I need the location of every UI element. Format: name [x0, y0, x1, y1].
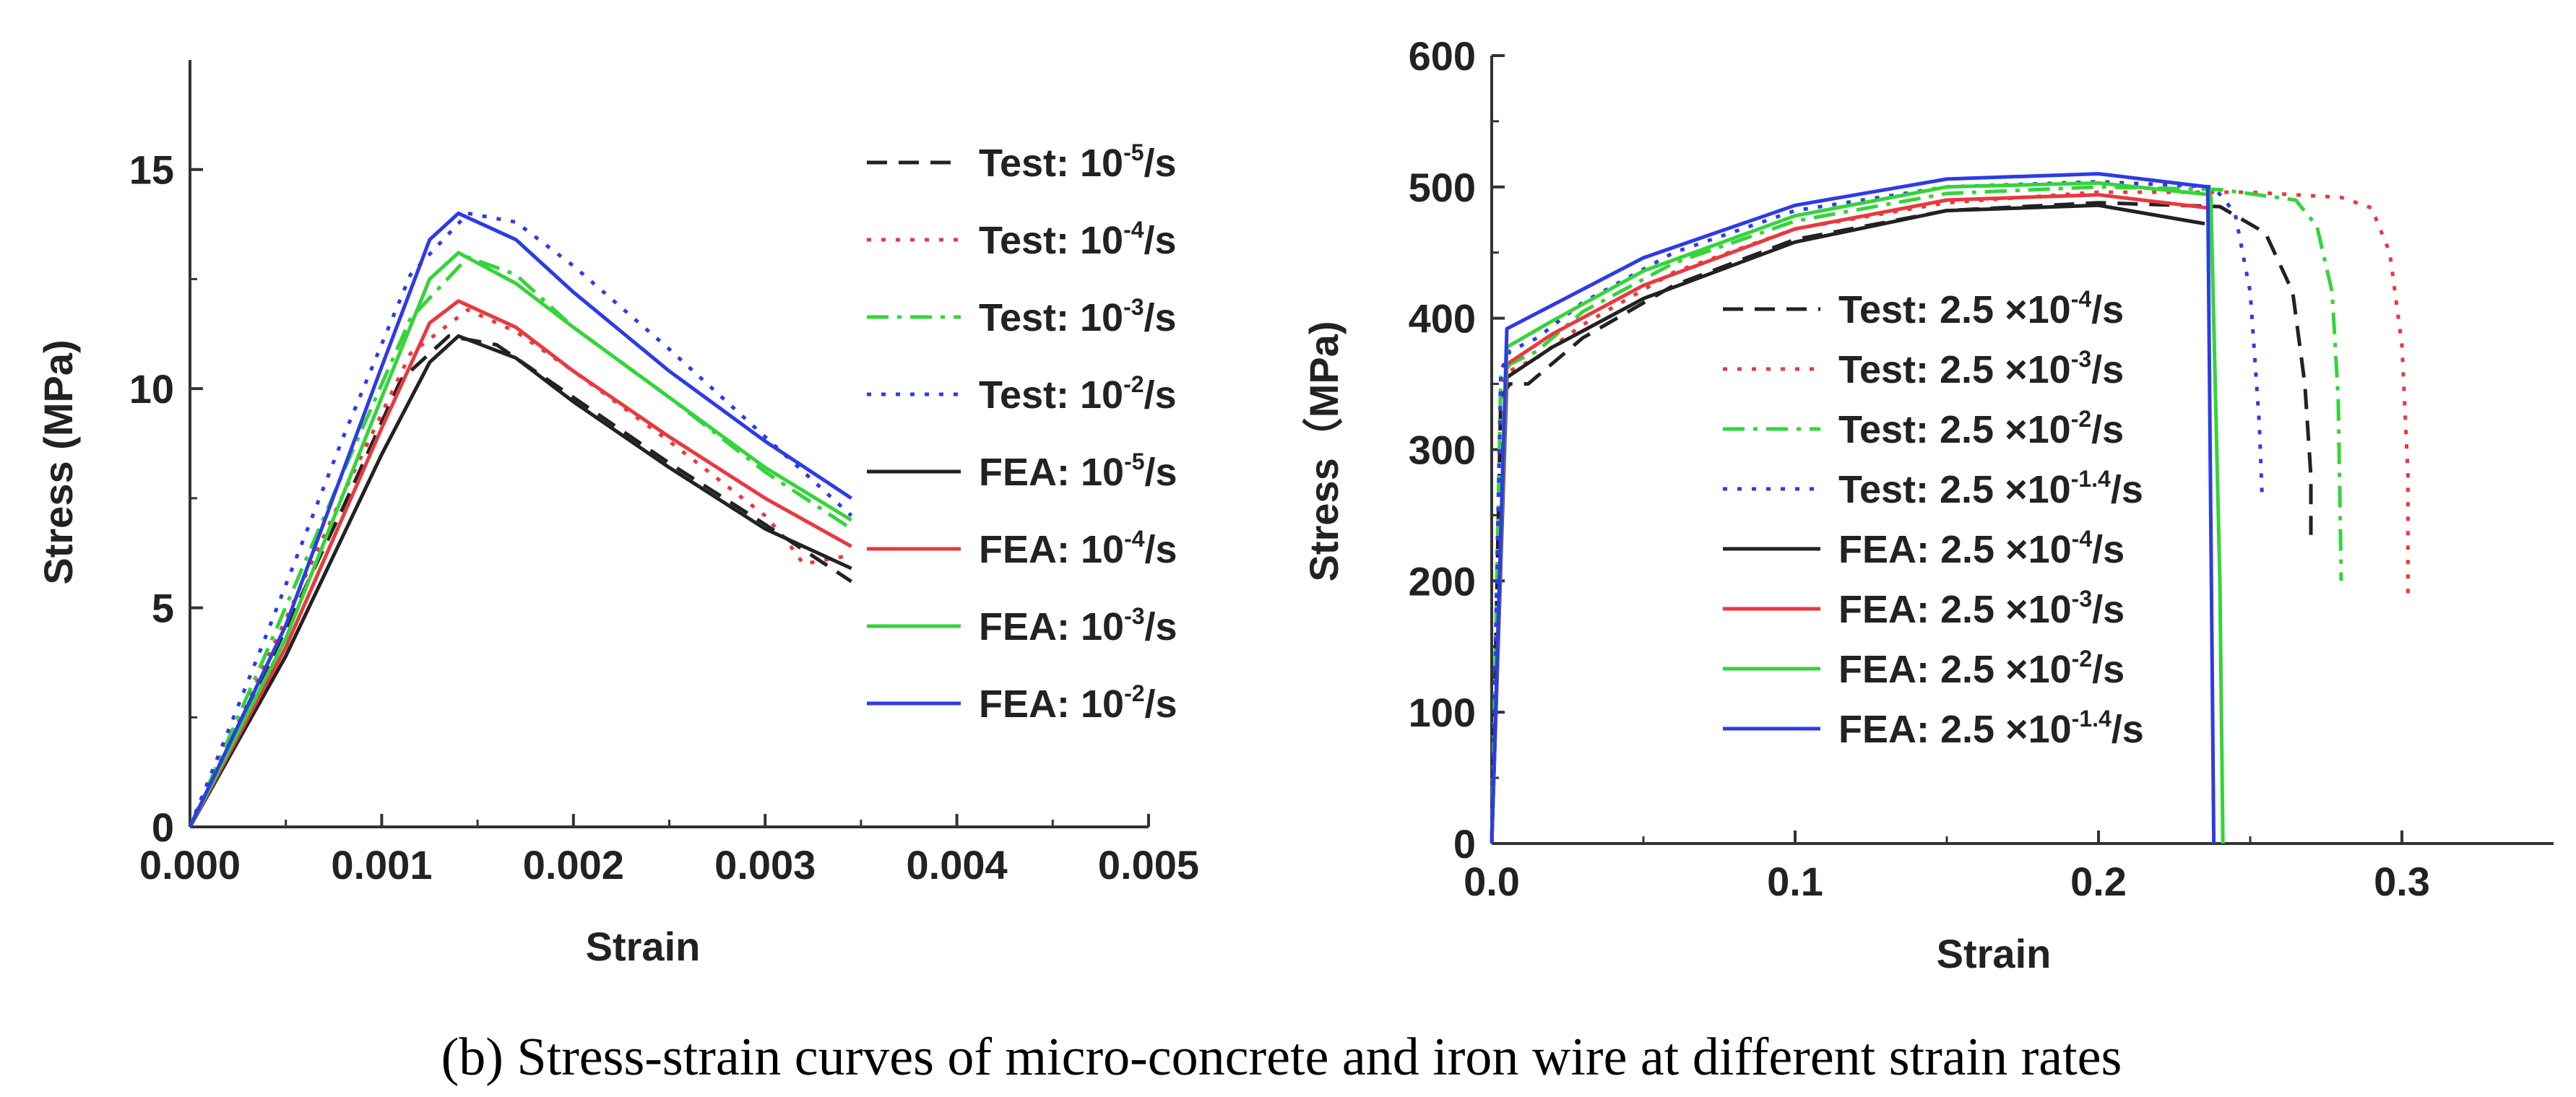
legend-label: Test: 2.5 ×10-1.4/s — [1838, 466, 2143, 511]
legend-label: FEA: 10-3/s — [979, 603, 1177, 649]
x-axis-title: Strain — [586, 924, 701, 969]
legend-label: Test: 10-4/s — [979, 217, 1177, 262]
legend-label: Test: 2.5 ×10-4/s — [1838, 286, 2124, 331]
series-line-7 — [188, 251, 852, 828]
legend-label: FEA: 10-4/s — [979, 526, 1177, 571]
series-line-3 — [188, 255, 852, 828]
legend-label: FEA: 2.5 ×10-4/s — [1838, 526, 2125, 571]
legend-label: FEA: 2.5 ×10-3/s — [1838, 586, 2125, 631]
legend-label: FEA: 2.5 ×10-1.4/s — [1838, 706, 2144, 751]
legend: Test: 10-5/s Test: 10-4/s Test: 10-3/s Test… — [867, 139, 1177, 726]
y-tick-label: 500 — [1409, 165, 1476, 210]
y-tick-label: 15 — [129, 147, 174, 193]
legend-label: FEA: 10-2/s — [979, 680, 1177, 726]
figure-caption: (b) Stress-strain curves of micro-concre… — [441, 1028, 2122, 1087]
legend-label: FEA: 10-5/s — [979, 448, 1177, 494]
legend-label: Test: 2.5 ×10-3/s — [1838, 346, 2124, 391]
y-axis-title: Stress（MPa) — [1301, 321, 1347, 581]
x-tick-label: 0.005 — [1098, 842, 1199, 888]
y-tick-label: 10 — [129, 366, 174, 412]
y-tick-label: 600 — [1409, 33, 1476, 79]
chart-micro-concrete: 0.000 0.001 0.002 0.003 0.004 0.005 0 5 10 15 Stra… — [35, 60, 1199, 969]
series-line-8 — [1490, 172, 2216, 844]
series-line-7 — [1490, 181, 2225, 844]
x-tick-label: 0.1 — [1767, 859, 1823, 904]
legend-label: Test: 10-2/s — [979, 371, 1177, 417]
x-tick-label: 0.0 — [1464, 859, 1520, 904]
x-tick-label: 0.001 — [331, 842, 432, 888]
legend-label: FEA: 2.5 ×10-2/s — [1838, 646, 2125, 691]
y-tick-label: 100 — [1409, 690, 1476, 735]
series-line-3 — [1490, 185, 2343, 844]
legend-label: Test: 2.5 ×10-2/s — [1838, 406, 2124, 451]
x-tick-label: 0.004 — [907, 842, 1008, 888]
y-axis-title: Stress (MPa) — [35, 339, 81, 584]
legend-label: Test: 10-5/s — [979, 139, 1177, 185]
series-line-5 — [1490, 203, 2205, 844]
legend: Test: 2.5 ×10-4/s Test: 2.5 ×10-3/s Test: … — [1723, 286, 2144, 751]
y-tick-label: 400 — [1409, 296, 1476, 342]
y-tick-label: 200 — [1409, 558, 1476, 604]
series-line-6 — [1490, 193, 2208, 844]
x-tick-label: 0.002 — [523, 842, 624, 888]
series-line-8 — [188, 211, 852, 828]
x-axis-title: Strain — [1937, 931, 2052, 976]
y-tick-label: 300 — [1409, 428, 1476, 473]
legend-label: Test: 10-3/s — [979, 294, 1177, 339]
x-tick-label: 0.2 — [2070, 859, 2127, 904]
series-line-6 — [188, 299, 852, 828]
x-tick-label: 0.003 — [714, 842, 816, 888]
series-line-1 — [188, 334, 852, 828]
y-tick-label: 0 — [152, 805, 174, 850]
series-line-2 — [188, 308, 852, 828]
y-tick-label: 0 — [1453, 821, 1476, 867]
y-tick-label: 5 — [152, 586, 174, 631]
series-line-5 — [188, 334, 852, 828]
x-tick-label: 0.000 — [139, 842, 241, 888]
x-tick-label: 0.3 — [2374, 859, 2430, 904]
chart-iron-wire: 0.0 0.1 0.2 0.3 0 100 200 300 400 500 600 Strain Str… — [1301, 33, 2554, 976]
